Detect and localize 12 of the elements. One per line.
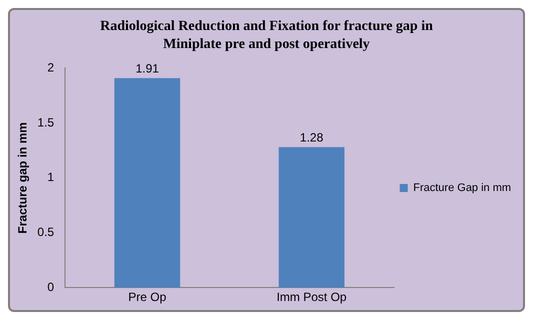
x-tick-label: Pre Op: [128, 290, 167, 304]
y-tick-label: 1.5: [37, 115, 54, 130]
chart-title: Radiological Reduction and Fixation for fracture gap in Miniplate pre and post operatively: [99, 18, 434, 54]
data-label: 1.91: [136, 61, 160, 76]
x-tick-label: Imm Post Op: [276, 290, 347, 304]
y-tick-label: 0.5: [37, 225, 54, 240]
y-tick-label: 2: [47, 60, 54, 75]
y-tick-label: 1: [47, 170, 54, 184]
y-tick-label: 0: [47, 280, 54, 294]
legend-label: Fracture Gap in mm: [413, 182, 512, 194]
data-label: 1.28: [300, 130, 324, 144]
y-axis-title: Fracture gap in mm: [16, 122, 30, 234]
